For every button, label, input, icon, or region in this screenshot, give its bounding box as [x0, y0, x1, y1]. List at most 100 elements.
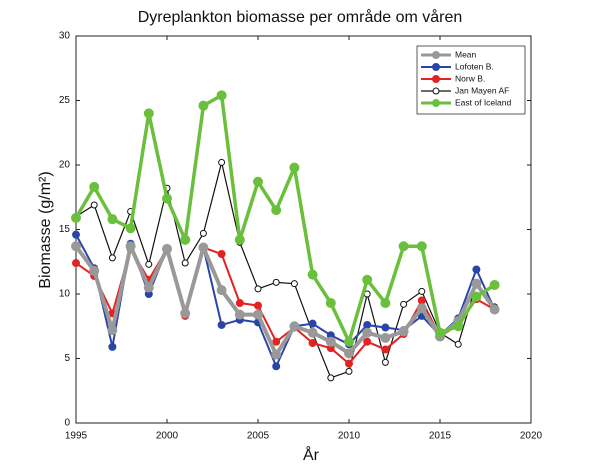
x-tick-label: 2020: [520, 431, 543, 442]
data-point: [143, 282, 154, 293]
data-point: [380, 298, 391, 309]
x-tick-label: 1995: [65, 431, 88, 442]
data-point: [345, 367, 353, 375]
data-point: [198, 242, 209, 253]
data-point: [400, 300, 408, 308]
data-point: [453, 321, 464, 332]
y-tick-label: 25: [59, 95, 71, 106]
data-point: [435, 327, 445, 338]
data-point: [272, 362, 281, 371]
legend-label: Norw B.: [455, 73, 485, 83]
data-point: [234, 234, 245, 245]
data-point: [272, 337, 281, 346]
data-point: [217, 320, 226, 329]
y-tick-label: 15: [59, 224, 71, 235]
series-line: [74, 244, 497, 357]
y-tick-label: 5: [64, 353, 70, 364]
data-point: [198, 100, 209, 111]
x-tick-label: 2005: [247, 431, 270, 442]
y-tick-label: 10: [59, 289, 71, 300]
data-point: [89, 265, 100, 276]
data-point: [398, 241, 409, 252]
y-tick-label: 0: [64, 418, 70, 429]
data-point: [90, 201, 98, 209]
data-point: [199, 229, 207, 237]
data-point: [108, 254, 116, 262]
data-point: [345, 359, 353, 368]
data-point: [162, 193, 172, 204]
data-point: [108, 342, 117, 351]
series: [71, 90, 500, 347]
legend-label: Lofoten B.: [455, 61, 494, 71]
data-point: [271, 349, 282, 360]
series-line: [74, 93, 496, 344]
data-point: [216, 90, 227, 101]
legend-marker: [432, 63, 440, 71]
x-tick-label: 2015: [429, 431, 452, 442]
data-point: [89, 181, 100, 192]
data-point: [290, 280, 298, 288]
data-point: [454, 340, 462, 348]
x-axis-label: År: [303, 445, 320, 464]
y-tick-label: 20: [59, 160, 71, 171]
data-point: [489, 279, 500, 290]
data-point: [145, 260, 153, 268]
legend-label: Mean: [455, 49, 477, 59]
data-point: [143, 108, 154, 119]
chart-title: Dyreplankton biomasse per område om våre…: [138, 8, 463, 26]
legend-marker: [432, 51, 440, 59]
data-point: [71, 241, 81, 252]
data-point: [234, 309, 245, 320]
data-point: [235, 299, 244, 308]
data-point: [216, 285, 227, 296]
data-point: [254, 301, 262, 310]
data-point: [308, 319, 317, 328]
data-point: [362, 327, 373, 338]
data-point: [325, 298, 336, 309]
data-point: [125, 223, 136, 234]
data-point: [344, 348, 354, 359]
data-point: [308, 339, 317, 348]
data-point: [344, 336, 354, 347]
data-point: [472, 265, 481, 274]
data-point: [307, 327, 318, 338]
data-point: [325, 336, 336, 347]
data-point: [218, 158, 226, 166]
data-point: [289, 162, 300, 173]
data-point: [253, 309, 263, 320]
y-axis-label: Biomasse (g/m²): [37, 171, 54, 288]
legend-marker: [432, 99, 440, 107]
legend-label: East of Iceland: [455, 97, 512, 107]
legend: Mean Lofoten B. Norw B. Jan Mayen AF East of…: [416, 45, 526, 115]
data-point: [471, 278, 482, 289]
data-point: [418, 287, 426, 295]
data-point: [363, 320, 372, 329]
data-point: [398, 326, 409, 337]
data-point: [416, 241, 427, 252]
data-point: [416, 303, 427, 314]
y-tick-label: 30: [59, 31, 71, 42]
data-point: [381, 345, 390, 354]
data-point: [107, 325, 118, 336]
data-point: [72, 259, 80, 268]
data-point: [380, 332, 391, 343]
data-point: [272, 278, 280, 286]
data-point: [363, 337, 372, 346]
data-point: [125, 241, 136, 252]
data-point: [417, 296, 426, 305]
data-point: [381, 323, 390, 332]
data-point: [180, 308, 191, 319]
data-point: [71, 212, 81, 223]
series: [71, 241, 500, 360]
x-tick-label: 2010: [338, 431, 361, 442]
legend-marker: [432, 87, 440, 95]
data-point: [271, 205, 282, 216]
data-point: [180, 234, 191, 245]
data-point: [162, 243, 172, 254]
data-point: [107, 214, 118, 225]
data-point: [307, 269, 318, 280]
data-point: [289, 321, 300, 332]
data-point: [72, 230, 80, 239]
data-point: [181, 259, 189, 267]
